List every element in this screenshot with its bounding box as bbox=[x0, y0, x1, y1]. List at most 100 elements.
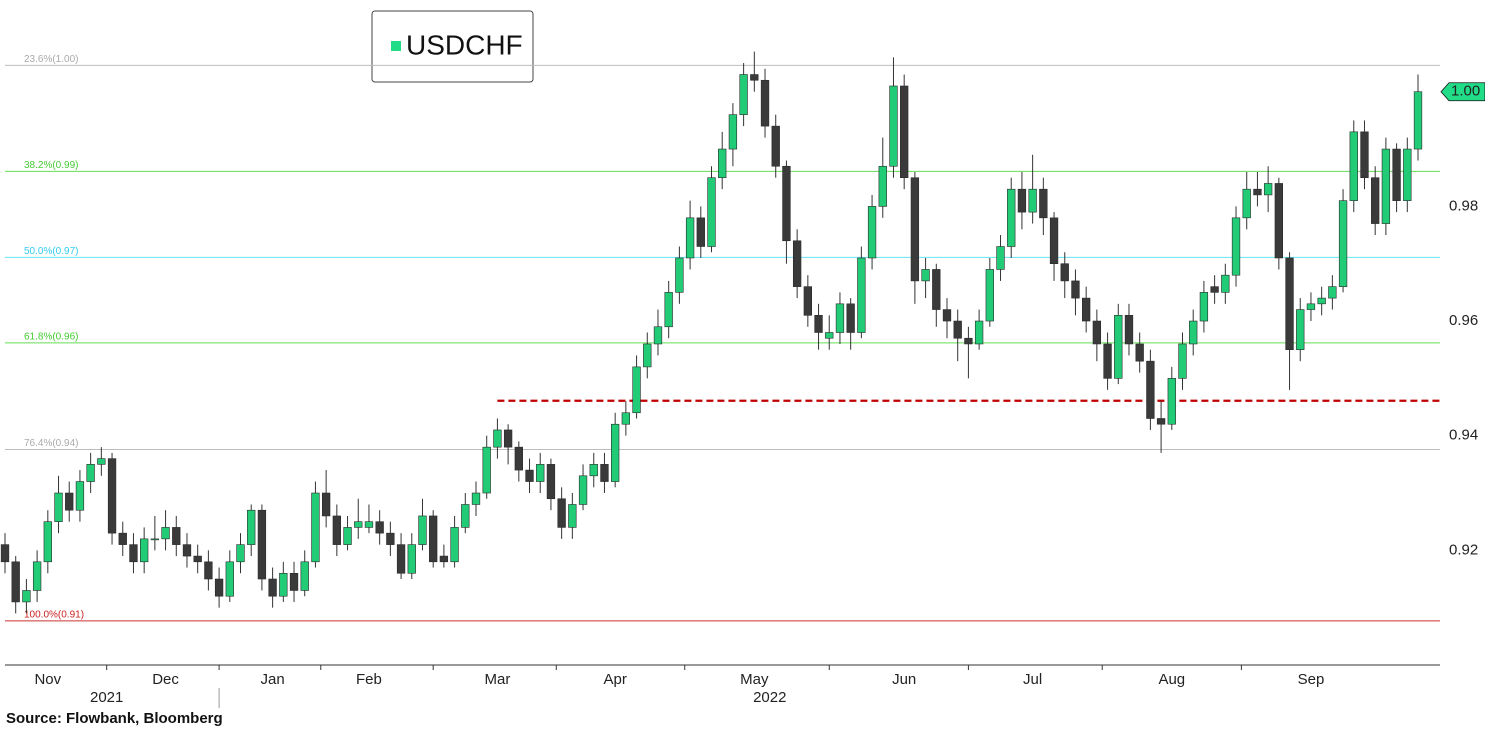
candle-body bbox=[204, 561, 213, 580]
candle-body bbox=[193, 555, 202, 563]
x-tick-label: May bbox=[740, 671, 769, 688]
candle-body bbox=[493, 429, 502, 448]
year-label: 2021 bbox=[90, 689, 123, 706]
candle-body bbox=[867, 206, 877, 259]
candle-body bbox=[1296, 309, 1305, 350]
candle-body bbox=[910, 177, 920, 282]
candle-body bbox=[1060, 263, 1069, 282]
candle-body bbox=[461, 504, 470, 528]
x-tick-label: Mar bbox=[484, 671, 510, 688]
candle-body bbox=[236, 544, 245, 563]
x-tick-label: Nov bbox=[34, 671, 61, 688]
candle-body bbox=[792, 240, 802, 287]
candle-body bbox=[578, 475, 588, 505]
candle-body bbox=[985, 269, 994, 322]
candle-body bbox=[503, 429, 513, 448]
candle-body bbox=[43, 521, 52, 563]
candle-body bbox=[1381, 148, 1391, 224]
x-tick-label: Dec bbox=[152, 671, 179, 688]
candle-body bbox=[482, 446, 491, 494]
candle-body bbox=[600, 464, 609, 482]
candle-body bbox=[739, 74, 748, 115]
candle-body bbox=[1317, 297, 1326, 305]
candle-body bbox=[1274, 183, 1283, 259]
candle-body bbox=[32, 561, 42, 591]
candle-body bbox=[632, 366, 641, 414]
candle-body bbox=[1028, 188, 1037, 213]
candle-body bbox=[386, 532, 395, 545]
candle-body bbox=[835, 303, 845, 333]
candle-body bbox=[22, 590, 31, 603]
candle-body bbox=[889, 85, 898, 167]
candle-body bbox=[653, 326, 663, 345]
candle-body bbox=[1146, 360, 1155, 419]
x-tick-label: Apr bbox=[603, 671, 626, 688]
candle-body bbox=[172, 527, 181, 545]
candle-body bbox=[1285, 257, 1294, 350]
candle-body bbox=[129, 544, 138, 563]
candle-body bbox=[150, 538, 160, 541]
candle-body bbox=[643, 343, 652, 368]
candle-body bbox=[118, 532, 127, 545]
candle-body bbox=[728, 114, 738, 150]
candle-body bbox=[1263, 183, 1273, 196]
candle-body bbox=[557, 498, 566, 528]
candle-body bbox=[75, 481, 85, 511]
candle-body bbox=[321, 492, 331, 517]
candle-body bbox=[97, 458, 106, 465]
candle-body bbox=[525, 469, 534, 482]
candle-body bbox=[311, 492, 320, 563]
candle-body bbox=[300, 561, 309, 591]
candle-body bbox=[1338, 200, 1348, 287]
candle-body bbox=[257, 509, 267, 580]
candle-body bbox=[1167, 378, 1176, 425]
candle-body bbox=[0, 544, 10, 563]
legend-swatch bbox=[391, 41, 401, 51]
candle-body bbox=[760, 79, 770, 127]
candle-body bbox=[289, 572, 299, 591]
candle-body bbox=[514, 446, 523, 471]
candle-body bbox=[268, 578, 277, 597]
x-tick-label: Aug bbox=[1158, 671, 1185, 688]
candle-body bbox=[621, 412, 631, 425]
y-tick-label: 0.98 bbox=[1449, 197, 1478, 214]
candle-body bbox=[996, 246, 1005, 270]
y-tick-label: 0.94 bbox=[1449, 427, 1478, 444]
candle-body bbox=[214, 578, 224, 597]
candle-body bbox=[814, 315, 823, 333]
candle-body bbox=[568, 504, 577, 528]
candle-body bbox=[1114, 315, 1123, 379]
candle-body bbox=[161, 527, 170, 540]
x-tick-label: Jul bbox=[1023, 671, 1042, 688]
candle-body bbox=[1403, 148, 1412, 201]
candle-body bbox=[1349, 131, 1358, 201]
candle-body bbox=[1371, 177, 1380, 224]
candle-body bbox=[696, 217, 705, 247]
last-price-tag bbox=[1440, 82, 1485, 102]
candle-body bbox=[1242, 188, 1251, 219]
legend-label: USDCHF bbox=[406, 29, 523, 60]
candle-body bbox=[921, 269, 930, 282]
candle-body bbox=[1360, 131, 1369, 179]
candle-body bbox=[86, 464, 95, 482]
candle-body bbox=[1156, 418, 1166, 425]
candle-body bbox=[1082, 297, 1091, 322]
candle-body bbox=[964, 337, 973, 345]
candle-body bbox=[182, 544, 192, 557]
candle-body bbox=[279, 572, 288, 597]
candle-body bbox=[332, 515, 341, 545]
y-tick-label: 0.96 bbox=[1449, 312, 1478, 329]
candle-body bbox=[664, 292, 673, 328]
candle-body bbox=[471, 492, 481, 505]
candle-body bbox=[546, 464, 556, 500]
candle-body bbox=[1039, 188, 1048, 219]
candle-body bbox=[1049, 217, 1059, 265]
candle-body bbox=[1413, 91, 1423, 150]
candle-body bbox=[1189, 320, 1198, 345]
candle-body bbox=[343, 527, 352, 545]
candle-body bbox=[685, 217, 695, 259]
candle-body bbox=[589, 464, 598, 477]
candle-body bbox=[1392, 148, 1401, 201]
level-label: 38.2%(0.99) bbox=[24, 160, 78, 171]
candle-body bbox=[1071, 280, 1080, 299]
